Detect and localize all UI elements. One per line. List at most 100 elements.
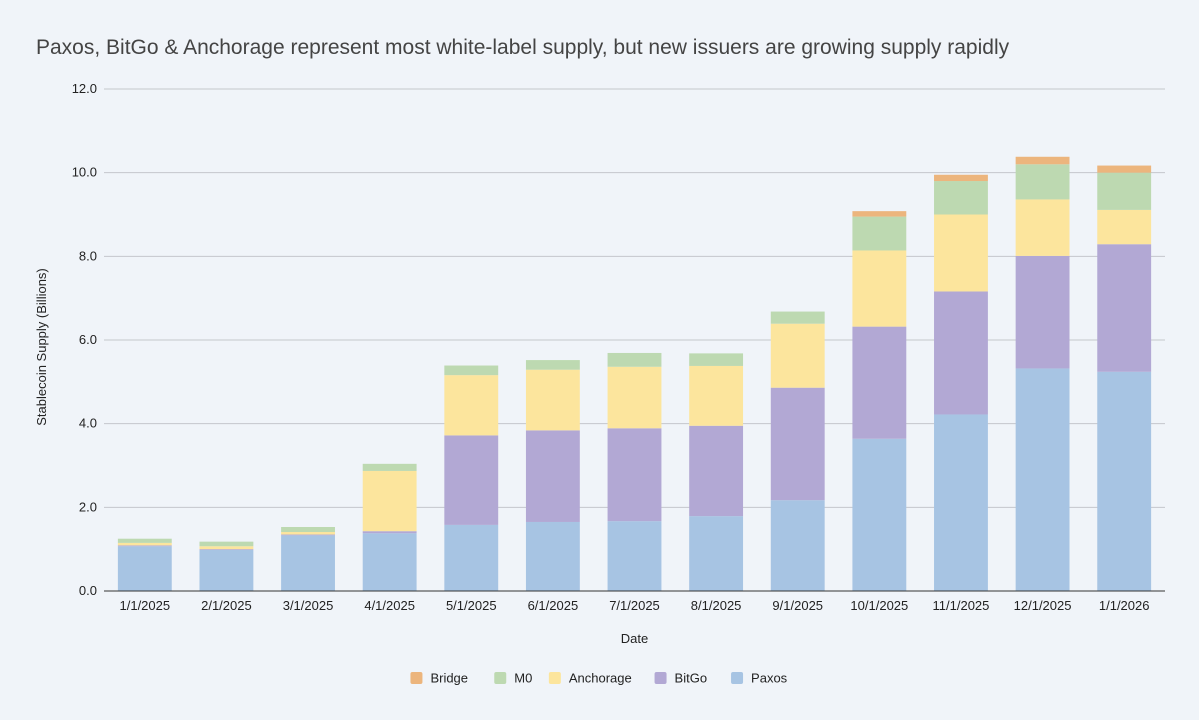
legend-swatch bbox=[494, 672, 507, 684]
x-tick-label: 3/1/2025 bbox=[283, 598, 334, 613]
bar-segment-m0 bbox=[525, 360, 580, 370]
bar-segment-bitgo bbox=[934, 291, 988, 415]
bar-segment-bitgo bbox=[444, 435, 499, 525]
bar-segment-bridge bbox=[934, 174, 988, 182]
legend-swatch bbox=[654, 672, 667, 684]
bar-segment-bitgo bbox=[362, 531, 417, 534]
bar-segment-paxos bbox=[444, 524, 499, 591]
bar-segment-m0 bbox=[117, 538, 172, 543]
y-tick-label: 12.0 bbox=[72, 81, 97, 96]
bar-segment-m0 bbox=[607, 352, 662, 367]
x-tick-label: 11/1/2025 bbox=[933, 598, 990, 613]
bar-segment-anchorage bbox=[281, 532, 335, 535]
bar-segment-anchorage bbox=[689, 365, 744, 426]
bar-segment-m0 bbox=[362, 463, 417, 471]
legend-item-anchorage[interactable]: Anchorage bbox=[548, 671, 632, 686]
x-tick-label: 5/1/2025 bbox=[446, 598, 497, 613]
bar-segment-bridge bbox=[1015, 156, 1070, 165]
bar-segment-bitgo bbox=[199, 549, 254, 551]
legend-swatch bbox=[731, 672, 744, 684]
bar-segment-anchorage bbox=[525, 369, 580, 431]
bar-segment-anchorage bbox=[362, 470, 417, 532]
x-tick-label: 1/1/2025 bbox=[120, 598, 171, 613]
legend-swatch bbox=[410, 672, 423, 684]
bar-segment-bitgo bbox=[1097, 244, 1152, 372]
bar-segment-anchorage bbox=[934, 214, 988, 292]
bar-segment-paxos bbox=[1097, 371, 1152, 591]
bar-segment-m0 bbox=[444, 365, 499, 376]
x-axis-title: Date bbox=[621, 631, 648, 646]
bar-segment-m0 bbox=[852, 216, 907, 251]
bar-segment-bitgo bbox=[1015, 255, 1070, 369]
legend-item-paxos[interactable]: Paxos bbox=[731, 671, 788, 686]
y-axis-title: Stablecoin Supply (Billions) bbox=[34, 268, 49, 426]
y-tick-label: 0.0 bbox=[79, 583, 97, 598]
bar-segment-anchorage bbox=[444, 375, 499, 436]
bar-segment-anchorage bbox=[117, 542, 172, 546]
x-tick-label: 6/1/2025 bbox=[528, 598, 579, 613]
bar-segment-paxos bbox=[1015, 368, 1070, 591]
bar-segment-bitgo bbox=[852, 326, 907, 439]
bar-segment-m0 bbox=[689, 353, 744, 366]
y-tick-label: 6.0 bbox=[79, 332, 97, 347]
bar-segment-m0 bbox=[199, 541, 254, 547]
bar-segment-paxos bbox=[770, 500, 825, 591]
bar-segment-anchorage bbox=[1015, 199, 1070, 256]
bar-segment-anchorage bbox=[852, 250, 907, 327]
bar-segment-anchorage bbox=[1097, 209, 1152, 245]
legend-label: Paxos bbox=[751, 671, 788, 686]
x-tick-label: 12/1/2025 bbox=[1014, 598, 1072, 613]
y-tick-label: 8.0 bbox=[79, 248, 97, 263]
y-axis-ticks: 0.0 2.0 4.0 6.0 8.0 10.0 12.0 bbox=[72, 81, 97, 598]
bar-segment-bitgo bbox=[281, 534, 335, 536]
x-axis-ticks: 1/1/2025 2/1/2025 3/1/2025 4/1/2025 5/1/2025… bbox=[120, 598, 1150, 613]
bar-segment-bitgo bbox=[607, 428, 662, 522]
legend-swatch bbox=[548, 672, 561, 684]
legend-item-bridge[interactable]: Bridge bbox=[410, 671, 468, 686]
legend-label: Anchorage bbox=[569, 671, 632, 686]
bar-segment-bridge bbox=[852, 211, 907, 217]
bar-segment-m0 bbox=[934, 181, 988, 215]
y-tick-label: 4.0 bbox=[79, 416, 97, 431]
bar-segment-paxos bbox=[117, 546, 172, 591]
bar-segment-bitgo bbox=[117, 545, 172, 547]
bar-segment-m0 bbox=[1097, 172, 1152, 210]
bar-segment-paxos bbox=[362, 533, 417, 591]
bar-segment-paxos bbox=[607, 521, 662, 591]
bar-segment-paxos bbox=[281, 535, 335, 591]
bar-segment-m0 bbox=[281, 526, 335, 533]
x-tick-label: 1/1/2026 bbox=[1099, 598, 1150, 613]
x-tick-label: 9/1/2025 bbox=[772, 598, 823, 613]
x-tick-label: 2/1/2025 bbox=[201, 598, 252, 613]
legend-label: BitGo bbox=[675, 671, 708, 686]
y-tick-label: 2.0 bbox=[79, 499, 97, 514]
bar-segment-anchorage bbox=[199, 546, 254, 550]
x-tick-label: 4/1/2025 bbox=[364, 598, 415, 613]
x-tick-label: 8/1/2025 bbox=[691, 598, 742, 613]
bar-segment-paxos bbox=[525, 521, 580, 591]
bar-segment-paxos bbox=[199, 550, 254, 591]
bar-segment-bridge bbox=[1097, 165, 1152, 173]
y-tick-label: 10.0 bbox=[72, 165, 97, 180]
bar-segment-bitgo bbox=[525, 430, 580, 522]
bars bbox=[117, 156, 1152, 591]
legend-item-bitgo[interactable]: BitGo bbox=[654, 671, 708, 686]
x-tick-label: 10/1/2025 bbox=[850, 598, 908, 613]
bar-segment-bitgo bbox=[770, 387, 825, 501]
bar-segment-bitgo bbox=[689, 425, 744, 517]
x-tick-label: 7/1/2025 bbox=[609, 598, 660, 613]
legend-label: Bridge bbox=[430, 671, 468, 686]
legend: Bridge M0 Anchorage BitGo Paxos bbox=[410, 671, 788, 686]
bar-segment-paxos bbox=[852, 438, 907, 591]
chart-title: Paxos, BitGo & Anchorage represent most … bbox=[36, 36, 1010, 59]
legend-item-m0[interactable]: M0 bbox=[494, 671, 532, 686]
bar-segment-anchorage bbox=[607, 366, 662, 429]
gridlines bbox=[104, 88, 1165, 508]
bar-segment-paxos bbox=[934, 414, 988, 591]
bar-segment-m0 bbox=[1015, 164, 1070, 200]
bar-segment-m0 bbox=[770, 311, 825, 324]
bar-segment-paxos bbox=[689, 516, 744, 591]
bar-segment-anchorage bbox=[770, 323, 825, 388]
